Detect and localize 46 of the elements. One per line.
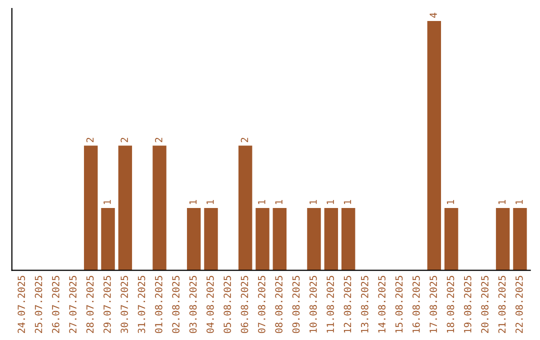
data-label: 1 [189, 200, 197, 204]
x-tick-label: 02.08.2025 [172, 276, 180, 334]
data-label: 1 [344, 200, 352, 204]
x-tick-label: 26.07.2025 [52, 276, 60, 333]
x-tick-label: 11.08.2025 [326, 276, 334, 333]
data-label: 1 [206, 200, 214, 204]
x-tick-label: 21.08.2025 [498, 276, 506, 333]
data-label: 1 [275, 200, 282, 204]
x-tick-label: 16.08.2025 [412, 276, 420, 333]
x-tick-label: 17.08.2025 [430, 276, 437, 333]
x-tick-label: 08.08.2025 [275, 276, 283, 334]
data-label: 1 [516, 200, 523, 204]
x-tick-label: 13.08.2025 [360, 276, 368, 333]
data-label: 1 [310, 200, 317, 204]
x-tick-label: 28.07.2025 [86, 276, 94, 333]
x-tick-label: 30.07.2025 [120, 276, 128, 334]
x-tick-label: 07.08.2025 [258, 276, 266, 334]
x-tick-label: 12.08.2025 [344, 276, 352, 333]
x-tick-label: 27.07.2025 [69, 276, 77, 333]
data-label: 1 [498, 200, 506, 204]
x-tick-label: 20.08.2025 [481, 276, 488, 333]
x-tick-label: 22.08.2025 [515, 276, 523, 333]
x-tick-label: 01.08.2025 [154, 276, 162, 334]
x-tick-label: 19.08.2025 [464, 276, 472, 333]
data-label: 2 [154, 138, 162, 142]
x-tick-label: 18.08.2025 [446, 276, 454, 333]
data-label: 1 [258, 200, 266, 204]
x-tick-label: 29.07.2025 [104, 276, 111, 333]
x-tick-label: 31.07.2025 [138, 276, 146, 334]
x-tick-label: 03.08.2025 [189, 276, 197, 334]
x-tick-label: 06.08.2025 [240, 276, 248, 334]
x-tick-label: 14.08.2025 [378, 276, 386, 333]
data-label: 4 [430, 12, 437, 18]
data-label: 2 [86, 138, 94, 142]
x-tick-label: 09.08.2025 [292, 276, 300, 334]
data-label: 2 [120, 138, 128, 142]
x-tick-label: 25.07.2025 [34, 276, 42, 333]
data-label: 1 [104, 200, 111, 204]
data-label: 1 [326, 200, 334, 204]
x-tick-label: 04.08.2025 [206, 276, 214, 334]
data-label: 2 [240, 138, 248, 142]
data-label: 1 [446, 200, 454, 204]
x-tick-label: 24.07.2025 [18, 276, 26, 333]
x-tick-label: 15.08.2025 [395, 276, 403, 333]
x-tick-label: 10.08.2025 [309, 276, 317, 333]
x-tick-label: 05.08.2025 [224, 276, 232, 334]
